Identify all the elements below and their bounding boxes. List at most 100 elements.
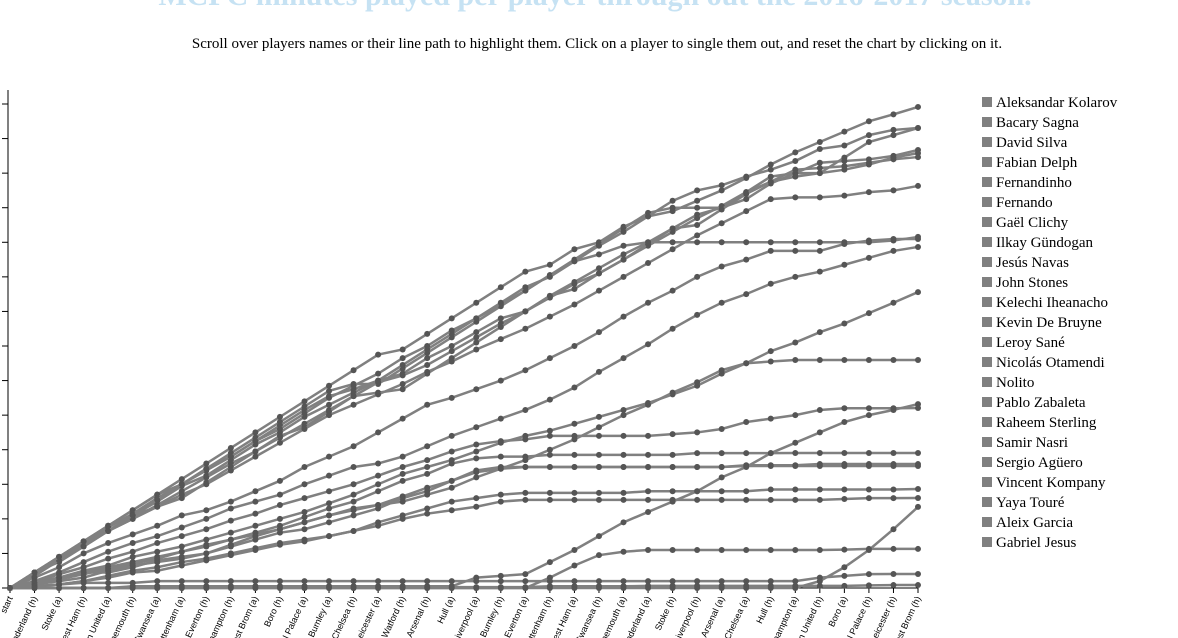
legend-label: Raheem Sterling: [996, 415, 1097, 431]
match-point: [424, 510, 431, 517]
match-point: [669, 197, 676, 204]
match-point: [915, 236, 921, 243]
y-tick-label: 1000: [0, 410, 1, 422]
legend-item[interactable]: Yaya Touré: [982, 495, 1065, 511]
match-point: [816, 449, 823, 456]
player-line[interactable]: [9, 148, 919, 590]
player-line[interactable]: [9, 151, 919, 590]
match-point: [399, 453, 406, 460]
player-series[interactable]: [7, 357, 921, 591]
player-series[interactable]: [7, 462, 921, 591]
player-line[interactable]: [10, 583, 918, 590]
legend-item[interactable]: Nicolás Otamendi: [982, 355, 1105, 371]
match-point: [227, 578, 234, 585]
match-point: [816, 170, 823, 177]
match-point: [743, 239, 750, 246]
match-point: [129, 531, 136, 538]
legend-item[interactable]: Kevin De Bruyne: [982, 315, 1102, 331]
legend-item[interactable]: Aleix Garcia: [982, 515, 1073, 531]
player-line[interactable]: [9, 496, 919, 590]
legend-item[interactable]: Vincent Kompany: [982, 475, 1106, 491]
match-point: [669, 325, 676, 332]
match-point: [522, 578, 529, 585]
match-point: [865, 357, 872, 364]
match-point: [448, 315, 455, 322]
legend-item[interactable]: Gaël Clichy: [982, 215, 1069, 231]
match-point: [497, 323, 504, 330]
legend-item[interactable]: Gabriel Jesus: [982, 535, 1077, 551]
legend-item[interactable]: Pablo Zabaleta: [982, 395, 1086, 411]
match-point: [105, 572, 112, 579]
match-point: [375, 488, 382, 495]
match-point: [375, 522, 382, 529]
player-line[interactable]: [9, 572, 918, 590]
legend-item[interactable]: Fabian Delph: [982, 155, 1078, 171]
player-line[interactable]: [9, 487, 919, 590]
match-point: [252, 545, 259, 552]
match-point: [473, 339, 480, 346]
player-series[interactable]: [7, 146, 921, 591]
player-line[interactable]: [9, 464, 918, 590]
player-series[interactable]: [7, 150, 921, 591]
player-line[interactable]: [9, 451, 918, 590]
legend-item[interactable]: David Silva: [982, 135, 1068, 151]
player-series[interactable]: [7, 236, 921, 591]
legend-swatch: [982, 237, 992, 247]
legend-item[interactable]: Kelechi Iheanacho: [982, 295, 1108, 311]
player-series[interactable]: [7, 125, 921, 591]
player-series[interactable]: [7, 485, 921, 591]
match-point: [301, 578, 308, 585]
legend-item[interactable]: Sergio Agüero: [982, 455, 1083, 471]
legend-item[interactable]: Fernandinho: [982, 175, 1072, 191]
match-point: [203, 515, 210, 522]
player-line[interactable]: [9, 155, 919, 590]
legend-item[interactable]: Jesús Navas: [982, 255, 1069, 271]
player-line[interactable]: [9, 126, 919, 590]
match-point: [31, 569, 38, 576]
match-point: [424, 578, 431, 585]
match-point: [301, 526, 308, 533]
x-tick-label: Chelsea (h): [330, 595, 359, 638]
legend-item[interactable]: Raheem Sterling: [982, 415, 1097, 431]
match-point: [718, 474, 725, 481]
legend-item[interactable]: John Stones: [982, 275, 1068, 291]
player-series[interactable]: [7, 494, 921, 591]
x-tick-label: Everton (h): [183, 595, 211, 638]
match-point: [399, 515, 406, 522]
match-point: [792, 439, 799, 446]
match-point: [767, 247, 774, 254]
match-point: [227, 517, 234, 524]
legend-item[interactable]: Bacary Sagna: [982, 115, 1079, 131]
legend-item[interactable]: Aleksandar Kolarov: [982, 95, 1118, 111]
match-point: [399, 415, 406, 422]
legend-item[interactable]: Samir Nasri: [982, 435, 1068, 451]
player-series[interactable]: [7, 233, 921, 591]
player-line[interactable]: [9, 406, 919, 590]
player-line[interactable]: [9, 237, 918, 590]
match-point: [792, 273, 799, 280]
player-line[interactable]: [9, 358, 918, 590]
player-line[interactable]: [9, 235, 919, 590]
legend-item[interactable]: Fernando: [982, 195, 1053, 211]
player-series[interactable]: [7, 289, 921, 591]
match-point: [448, 348, 455, 355]
player-line[interactable]: [9, 184, 919, 590]
match-point: [497, 377, 504, 384]
match-point: [743, 360, 750, 367]
match-point: [375, 584, 382, 591]
player-series[interactable]: [7, 125, 921, 591]
player-series[interactable]: [7, 243, 921, 591]
player-series[interactable]: [7, 154, 921, 591]
legend-item[interactable]: Nolito: [982, 375, 1034, 391]
player-series[interactable]: [7, 582, 921, 591]
match-point: [743, 291, 750, 298]
match-point: [252, 488, 259, 495]
player-line[interactable]: [9, 126, 919, 590]
match-point: [767, 496, 774, 503]
player-line[interactable]: [9, 245, 919, 590]
match-point: [203, 460, 210, 467]
legend-swatch: [982, 337, 992, 347]
legend-item[interactable]: Leroy Sané: [982, 335, 1065, 351]
player-line[interactable]: [9, 290, 919, 590]
legend-item[interactable]: Ilkay Gündogan: [982, 235, 1094, 251]
